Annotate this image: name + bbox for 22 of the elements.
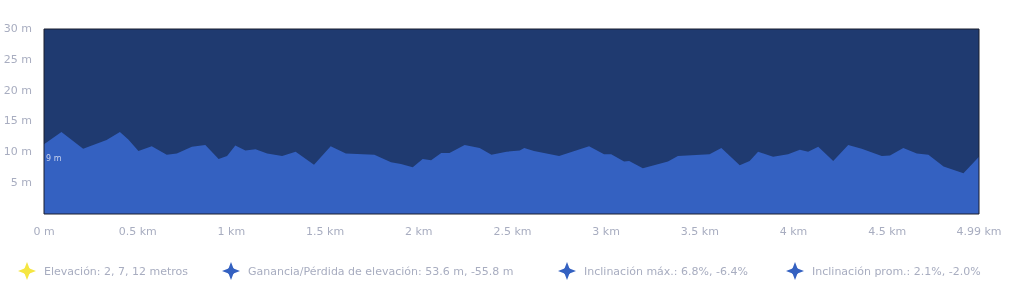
x-tick-label: 3.5 km — [680, 225, 719, 239]
x-tick-label: 0 m — [33, 225, 55, 239]
y-tick-label: 5 m — [10, 176, 32, 190]
x-tick-label: 2 km — [404, 225, 433, 239]
x-tick-label: 4.99 km — [956, 225, 1002, 239]
annotation: 9 m — [46, 153, 62, 163]
y-tick-label: 30 m — [3, 21, 32, 35]
text: Inclinación prom.: 2.1%, -2.0% — [812, 264, 981, 278]
x-tick-label: 1.5 km — [306, 225, 345, 239]
text: Ganancia/Pérdida de elevación: 53.6 m, -55.8 m — [248, 264, 514, 278]
x-tick-label: 3 km — [592, 225, 620, 239]
y-tick-label: 20 m — [3, 83, 32, 97]
x-tick-label: 0.5 km — [118, 225, 157, 239]
text: Elevación: 2, 7, 12 metros — [44, 264, 189, 278]
x-tick-label: 4 km — [779, 225, 808, 239]
text: Inclinación máx.: 6.8%, -6.4% — [584, 264, 748, 278]
y-tick-label: 15 m — [3, 114, 32, 128]
x-tick-label: 1 km — [217, 225, 246, 239]
x-tick-label: 2.5 km — [493, 225, 532, 239]
y-tick-label: 25 m — [3, 52, 32, 66]
y-tick-label: 10 m — [3, 145, 32, 159]
x-tick-label: 4.5 km — [868, 225, 907, 239]
